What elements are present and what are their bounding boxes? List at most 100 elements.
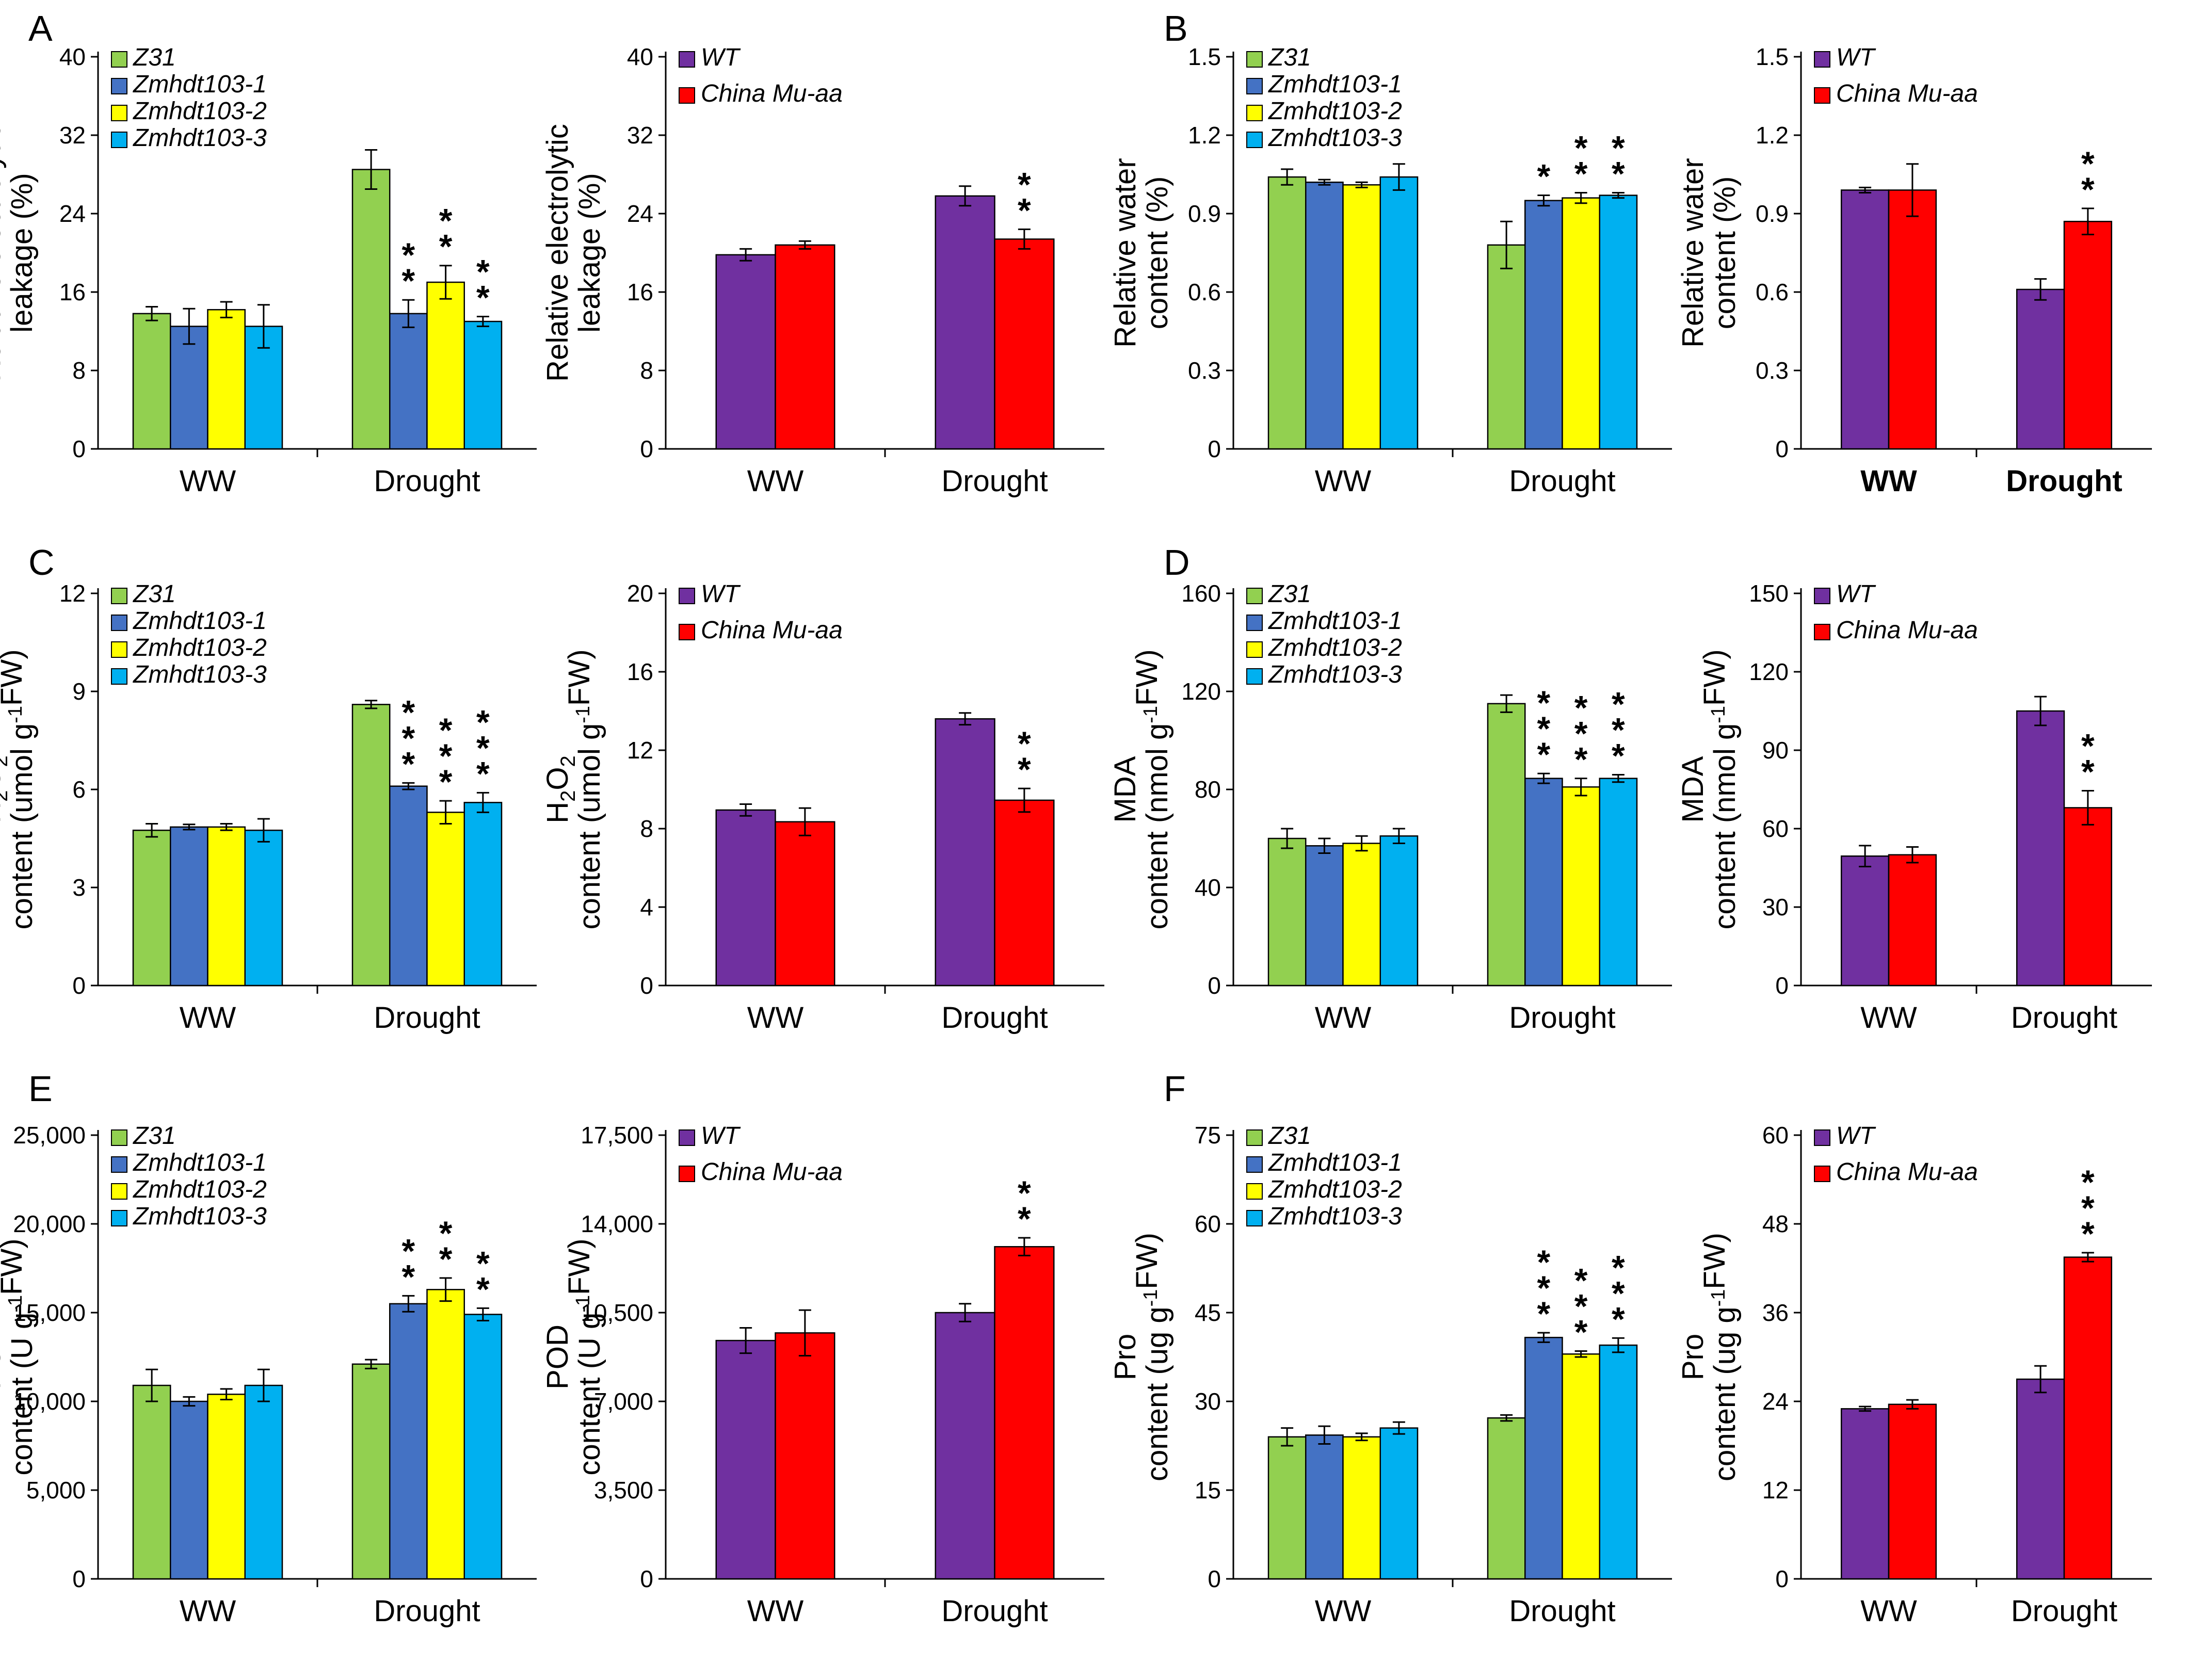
significance-star: *: [1612, 154, 1625, 192]
x-category-label-ww: WW: [747, 464, 804, 498]
legend-label-z31: Z31: [133, 44, 176, 71]
bar-zmhdt103-3-ww: [244, 829, 283, 987]
y-tick-label: 160: [1181, 580, 1221, 607]
legend-label-china-mu-aa: China Mu-aa: [701, 1158, 843, 1186]
x-category-label-ww: WW: [180, 1001, 236, 1035]
legend-label-wt: WT: [1836, 44, 1876, 71]
legend-label-china-mu-aa: China Mu-aa: [701, 80, 843, 107]
chart-a-lines: 0 8 16 24 32 40 WW Drought * * * * * * Z31 Zmhdt103-1 Zm…: [0, 0, 568, 547]
y-axis-label-line: POD: [0, 1324, 7, 1390]
chart-svg-d2: 0 30 60 90 120 150 WW Drought ** WT China Mu-aa MDA…: [1676, 580, 2152, 1035]
significance-star: *: [1018, 165, 1031, 203]
bar-zmhdt103-1-ww: [1305, 845, 1344, 987]
bar-z31-ww: [1267, 1436, 1307, 1580]
y-tick-label: 0: [640, 435, 653, 462]
bar-zmhdt103-2-ww: [207, 309, 246, 450]
bar-zmhdt103-3-ww: [1379, 176, 1419, 450]
chart-d-mutant: 0 30 60 90 120 150 WW Drought * * WT China Mu-aa MDA…: [1676, 537, 2183, 1084]
y-axis-label-line: content (umol g-1FW): [0, 649, 39, 929]
significance-star: *: [439, 711, 453, 749]
legend-label-zmhdt103-3: Zmhdt103-3: [1268, 124, 1402, 152]
y-axis-label-line: content (ug g-1FW): [1698, 1233, 1742, 1481]
significance-star: *: [476, 279, 490, 317]
significance-star: *: [1574, 128, 1588, 167]
y-tick-label: 10,500: [581, 1299, 653, 1326]
y-tick-label: 20: [627, 580, 653, 607]
legend-label-china-mu-aa: China Mu-aa: [701, 617, 843, 644]
y-tick-label: 16: [627, 279, 653, 305]
bar-china-mu-aa-ww: [1888, 854, 1937, 987]
significance-star: *: [1612, 1300, 1625, 1338]
significance-star: *: [1574, 1287, 1588, 1326]
chart-d-lines: 0 40 80 120 160 WW Drought * * * * * * * * * Z31 Zmhdt103…: [1108, 537, 1703, 1084]
y-tick-label: 0: [72, 1565, 86, 1592]
legend-label-zmhdt103-3: Zmhdt103-3: [1268, 1203, 1402, 1230]
y-tick-label: 24: [1762, 1388, 1789, 1415]
y-tick-label: 36: [1762, 1299, 1789, 1326]
legend-swatch-zmhdt103-3: [1246, 132, 1263, 148]
significance-star: *: [1537, 1295, 1551, 1333]
y-tick-label: 60: [1195, 1210, 1221, 1237]
y-axis-label-line: Pro: [1108, 1334, 1142, 1380]
significance-star: *: [402, 1257, 415, 1296]
y-tick-label: 32: [627, 122, 653, 149]
legend-swatch-wt: [1814, 51, 1830, 68]
significance-star: *: [1612, 737, 1625, 775]
legend-swatch-zmhdt103-2: [111, 1183, 127, 1200]
y-tick-label: 0: [72, 972, 86, 999]
bar-wt-drought: [935, 1312, 995, 1580]
bar-zmhdt103-2-drought: [1562, 786, 1600, 987]
bar-zmhdt103-1-ww: [170, 1400, 208, 1580]
y-tick-label: 150: [1749, 580, 1789, 607]
significance-star: *: [439, 1240, 453, 1278]
legend-swatch-zmhdt103-3: [111, 668, 127, 685]
legend-label-wt: WT: [701, 580, 741, 608]
significance-star: *: [2081, 1163, 2095, 1201]
bar-zmhdt103-2-drought: [1562, 1353, 1600, 1580]
x-category-label-drought: Drought: [2011, 1594, 2117, 1628]
bar-china-mu-aa-ww: [775, 1332, 835, 1580]
legend-label-zmhdt103-2: Zmhdt103-2: [1268, 634, 1402, 661]
significance-star: *: [1537, 684, 1551, 722]
chart-c-mutant: 0 4 8 12 16 20 WW Drought * * WT China Mu-aa H2O2 con…: [541, 537, 1135, 1084]
y-tick-label: 24: [59, 200, 86, 227]
chart-svg-e2: 0 3,500 7,000 10,500 14,000 17,500 WW Drought **…: [541, 1122, 1104, 1628]
y-axis-label-line: Relative water: [1108, 158, 1142, 347]
legend-swatch-china-mu-aa: [1814, 87, 1830, 104]
significance-star: *: [1537, 1269, 1551, 1307]
legend-swatch-zmhdt103-1: [1246, 78, 1263, 94]
significance-star: *: [1574, 689, 1588, 727]
significance-star: *: [1018, 191, 1031, 229]
x-category-label-ww: WW: [747, 1001, 804, 1035]
legend-swatch-z31: [111, 588, 127, 604]
bar-zmhdt103-1-drought: [389, 313, 428, 450]
y-tick-label: 0.9: [1188, 200, 1221, 227]
y-tick-label: 0: [1775, 972, 1789, 999]
y-tick-label: 8: [640, 815, 653, 842]
significance-star: *: [1537, 157, 1551, 196]
legend-label-zmhdt103-2: Zmhdt103-2: [133, 98, 267, 125]
y-axis-label-line: Relative water: [1676, 158, 1710, 347]
y-axis-label-line: content (umol g-1FW): [562, 649, 606, 929]
bar-zmhdt103-3-drought: [463, 1314, 503, 1580]
legend-swatch-z31: [1246, 51, 1263, 68]
legend-label-china-mu-aa: China Mu-aa: [1836, 617, 1978, 644]
y-tick-label: 40: [1195, 874, 1221, 901]
legend-swatch-wt: [679, 1129, 695, 1146]
y-tick-label: 75: [1195, 1122, 1221, 1149]
x-category-label-drought: Drought: [374, 1001, 480, 1035]
legend-label-china-mu-aa: China Mu-aa: [1836, 80, 1978, 107]
legend-label-z31: Z31: [133, 1122, 176, 1150]
legend-label-zmhdt103-2: Zmhdt103-2: [1268, 98, 1402, 125]
legend-swatch-zmhdt103-3: [1246, 668, 1263, 685]
legend-swatch-zmhdt103-2: [111, 105, 127, 121]
legend-label-zmhdt103-2: Zmhdt103-2: [133, 1176, 267, 1203]
significance-star: *: [2081, 727, 2095, 765]
bar-zmhdt103-1-ww: [170, 826, 208, 987]
